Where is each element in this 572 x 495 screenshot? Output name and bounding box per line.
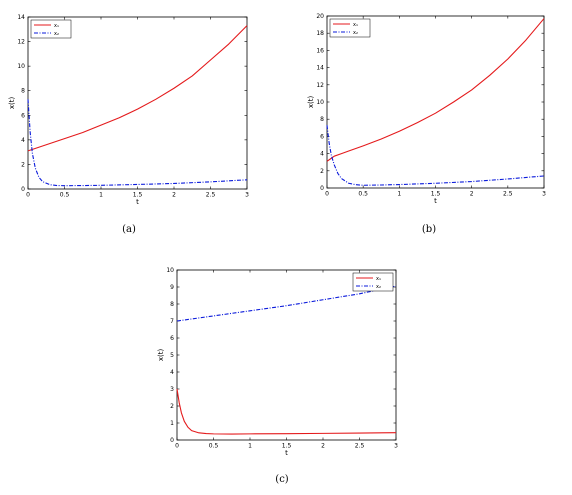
x-tick-label: 1 bbox=[397, 191, 401, 198]
y-tick-label: 10 bbox=[166, 267, 174, 274]
legend-label-x2: x₂ bbox=[376, 284, 381, 290]
y-tick-label: 8 bbox=[21, 88, 25, 95]
y-axis-label: x(t) bbox=[307, 96, 315, 109]
x-tick-label: 3 bbox=[542, 191, 546, 198]
y-tick-label: 6 bbox=[21, 112, 25, 119]
y-tick-label: 8 bbox=[170, 301, 174, 308]
x-tick-label: 0 bbox=[26, 192, 30, 199]
x-tick-label: 2.5 bbox=[503, 191, 513, 198]
y-tick-label: 0 bbox=[170, 437, 174, 444]
y-tick-label: 12 bbox=[17, 39, 25, 46]
y-tick-label: 18 bbox=[316, 30, 324, 37]
y-tick-label: 0 bbox=[320, 185, 324, 192]
x-tick-label: 0.5 bbox=[60, 192, 70, 199]
legend-box bbox=[352, 272, 394, 292]
x-tick-label: 2 bbox=[470, 191, 474, 198]
legend-label-x1: x₁ bbox=[376, 276, 381, 282]
y-tick-label: 8 bbox=[320, 116, 324, 123]
chart-panel-b: 0 0.5 1 1.5 2 2.5 3 0 2 4 6 8 10 12 14 16 18 20 t x(t) x₁ x₂ (… bbox=[307, 13, 546, 235]
y-tick-label: 0 bbox=[21, 186, 25, 193]
x-tick-label: 1.5 bbox=[431, 191, 441, 198]
legend: x₁ x₂ bbox=[352, 272, 394, 292]
panel-caption: (b) bbox=[422, 224, 436, 235]
legend: x₁ x₂ bbox=[30, 19, 72, 39]
y-tick-label: 16 bbox=[316, 47, 324, 54]
y-tick-label: 2 bbox=[21, 161, 25, 168]
x-tick-label: 2.5 bbox=[206, 192, 216, 199]
x-tick-label: 0 bbox=[325, 191, 329, 198]
series-line-x1 bbox=[27, 25, 248, 152]
series-line-x2 bbox=[27, 99, 248, 187]
y-tick-label: 14 bbox=[17, 14, 25, 21]
x-tick-label: 2 bbox=[321, 443, 325, 450]
x-tick-label: 0 bbox=[175, 443, 179, 450]
legend: x₁ x₂ bbox=[329, 18, 371, 38]
chart-panel-a: 0 0.5 1 1.5 2 2.5 3 0 2 4 6 8 10 12 14 t x(t) x₁ x₂ (a) bbox=[8, 14, 249, 235]
panel-caption: (c) bbox=[275, 474, 289, 485]
x-tick-label: 0.5 bbox=[209, 443, 219, 450]
x-tick-label: 2 bbox=[172, 192, 176, 199]
legend-box bbox=[329, 18, 371, 38]
legend-box bbox=[30, 19, 72, 39]
x-tick-label: 0.5 bbox=[358, 191, 368, 198]
x-tick-label: 1 bbox=[99, 192, 103, 199]
y-tick-label: 10 bbox=[17, 63, 25, 70]
y-tick-label: 7 bbox=[170, 318, 174, 325]
y-tick-label: 3 bbox=[170, 386, 174, 393]
plot-frame bbox=[326, 15, 545, 189]
y-tick-label: 6 bbox=[320, 133, 324, 140]
series-line-x2 bbox=[176, 285, 397, 322]
y-tick-label: 1 bbox=[170, 420, 174, 427]
y-axis-label: x(t) bbox=[8, 97, 16, 110]
y-tick-label: 4 bbox=[170, 369, 174, 376]
y-tick-label: 14 bbox=[316, 65, 324, 72]
y-tick-label: 4 bbox=[320, 151, 324, 158]
x-axis-label: t bbox=[434, 197, 437, 205]
plot-frame bbox=[176, 269, 397, 441]
y-tick-label: 2 bbox=[170, 403, 174, 410]
y-tick-label: 20 bbox=[316, 13, 324, 20]
x-tick-label: 3 bbox=[245, 192, 249, 199]
x-tick-label: 3 bbox=[394, 443, 398, 450]
series-line-x1 bbox=[176, 388, 397, 435]
panel-caption: (a) bbox=[122, 224, 136, 235]
legend-label-x1: x₁ bbox=[54, 23, 59, 29]
chart-panel-c: 0 0.5 1 1.5 2 2.5 3 0 1 2 3 4 5 6 7 8 9 10 t x(t) x₁ x₂ (c) bbox=[157, 267, 398, 485]
y-tick-label: 5 bbox=[170, 352, 174, 359]
y-tick-label: 9 bbox=[170, 284, 174, 291]
y-tick-label: 12 bbox=[316, 82, 324, 89]
y-tick-label: 2 bbox=[320, 168, 324, 175]
x-tick-label: 1 bbox=[248, 443, 252, 450]
legend-label-x1: x₁ bbox=[353, 22, 358, 28]
x-tick-label: 1.5 bbox=[133, 192, 143, 199]
x-axis-label: t bbox=[136, 198, 139, 206]
y-tick-label: 10 bbox=[316, 99, 324, 106]
series-line-x2 bbox=[326, 125, 545, 186]
legend-label-x2: x₂ bbox=[54, 31, 59, 37]
plot-frame bbox=[27, 16, 248, 190]
legend-label-x2: x₂ bbox=[353, 30, 358, 36]
x-tick-label: 1.5 bbox=[282, 443, 292, 450]
x-tick-label: 2.5 bbox=[355, 443, 365, 450]
series-line-x1 bbox=[326, 18, 545, 162]
y-tick-label: 4 bbox=[21, 137, 25, 144]
x-axis-label: t bbox=[285, 449, 288, 457]
y-tick-label: 6 bbox=[170, 335, 174, 342]
y-axis-label: x(t) bbox=[157, 349, 165, 362]
